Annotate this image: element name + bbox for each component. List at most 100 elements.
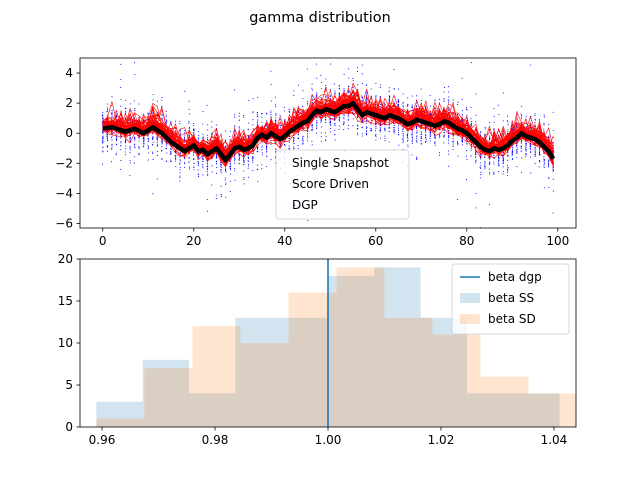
- dgp-point: [157, 144, 159, 146]
- dgp-point: [402, 93, 404, 95]
- dgp-point: [365, 133, 367, 135]
- dgp-point: [334, 83, 336, 85]
- dgp-point: [415, 95, 417, 97]
- dgp-point: [124, 154, 126, 156]
- dgp-point: [479, 167, 482, 169]
- dgp-point: [370, 119, 372, 121]
- dgp-point: [320, 140, 322, 142]
- dgp-point: [543, 165, 545, 167]
- dgp-point: [443, 135, 445, 137]
- dgp-point: [506, 165, 509, 167]
- dgp-point: [475, 192, 477, 195]
- legend-box: [451, 263, 570, 335]
- dgp-point: [202, 157, 204, 159]
- dgp-point: [175, 155, 177, 157]
- dgp-point: [457, 143, 459, 145]
- dgp-point: [356, 132, 359, 134]
- dgp-point: [402, 105, 404, 107]
- dgp-point: [270, 159, 272, 161]
- dgp-point: [338, 120, 340, 122]
- dgp-point: [384, 129, 386, 131]
- dgp-point: [548, 124, 550, 126]
- histogram-bar: [144, 368, 193, 427]
- dgp-point: [370, 98, 372, 100]
- dgp-point: [548, 160, 550, 162]
- dgp-point: [325, 96, 327, 98]
- dgp-point: [552, 111, 554, 113]
- dgp-point: [111, 110, 113, 112]
- dgp-point: [165, 115, 167, 117]
- dgp-point: [111, 144, 113, 146]
- dgp-point: [329, 88, 332, 90]
- dgp-point: [552, 166, 554, 168]
- dgp-point: [498, 162, 500, 164]
- dgp-point: [307, 219, 309, 221]
- dgp-point: [152, 136, 154, 138]
- dgp-point: [143, 138, 145, 140]
- dgp-point: [234, 158, 236, 160]
- dgp-point: [307, 137, 309, 139]
- dgp-point: [375, 82, 377, 84]
- dgp-point: [152, 141, 154, 143]
- dgp-point: [506, 171, 509, 173]
- dgp-point: [315, 63, 318, 65]
- x-tick-label: 0.96: [89, 433, 116, 447]
- dgp-point: [352, 77, 354, 79]
- dgp-point: [170, 148, 172, 150]
- dgp-point: [434, 137, 436, 140]
- dgp-point: [520, 140, 522, 142]
- dgp-point: [125, 99, 127, 101]
- dgp-point: [197, 139, 200, 141]
- dgp-point: [534, 150, 536, 153]
- dgp-point: [365, 132, 367, 134]
- dgp-point: [175, 158, 177, 160]
- dgp-point: [406, 105, 409, 107]
- dgp-point: [238, 154, 240, 156]
- dgp-point: [384, 135, 386, 137]
- x-tick-label: 20: [186, 234, 201, 248]
- dgp-point: [506, 120, 508, 122]
- dgp-point: [457, 144, 459, 146]
- dgp-point: [183, 136, 186, 138]
- dgp-point: [407, 132, 409, 134]
- dgp-point: [143, 146, 145, 148]
- dgp-point: [279, 115, 281, 117]
- dgp-point: [402, 141, 404, 143]
- dgp-point: [266, 150, 268, 152]
- dgp-point: [166, 160, 168, 162]
- dgp-point: [247, 157, 250, 160]
- dgp-point: [338, 118, 340, 121]
- dgp-point: [397, 104, 399, 106]
- dgp-point: [534, 151, 536, 153]
- dgp-point: [252, 119, 254, 121]
- dgp-point: [161, 145, 163, 148]
- dgp-point: [261, 125, 263, 127]
- dgp-point: [161, 97, 163, 99]
- dgp-point: [243, 177, 245, 179]
- dgp-point: [274, 96, 276, 98]
- dgp-point: [156, 178, 158, 180]
- dgp-point: [120, 78, 122, 81]
- dgp-point: [206, 104, 208, 106]
- dgp-point: [489, 172, 491, 174]
- dgp-point: [493, 121, 495, 123]
- dgp-point: [402, 106, 404, 108]
- dgp-point: [165, 148, 167, 150]
- dgp-point: [116, 138, 118, 140]
- dgp-point: [161, 117, 163, 119]
- dgp-point: [552, 178, 554, 180]
- dgp-point: [539, 150, 541, 152]
- dgp-point: [484, 165, 486, 168]
- x-tick-label: 60: [368, 234, 383, 248]
- dgp-point: [247, 160, 249, 163]
- dgp-point: [507, 166, 509, 168]
- dgp-point: [102, 111, 104, 113]
- dgp-point: [452, 145, 454, 147]
- dgp-point: [229, 131, 231, 133]
- dgp-point: [548, 177, 550, 180]
- dgp-point: [507, 155, 509, 158]
- dgp-point: [452, 140, 454, 142]
- dgp-point: [516, 126, 518, 128]
- dgp-point: [225, 130, 227, 132]
- dgp-point: [156, 142, 158, 144]
